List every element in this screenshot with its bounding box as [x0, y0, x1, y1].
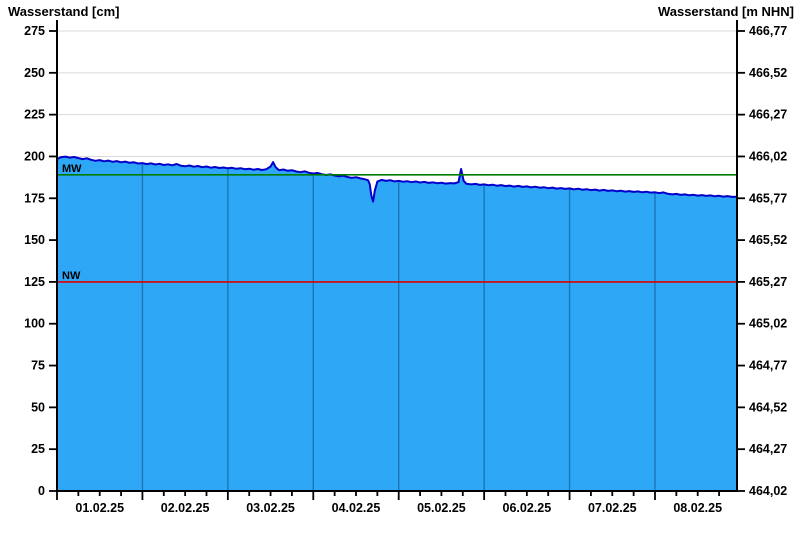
right-tick-label: 464,02 [749, 484, 787, 498]
left-tick-label: 175 [24, 191, 45, 205]
right-tick-label: 465,77 [749, 191, 787, 205]
date-label: 07.02.25 [588, 501, 637, 515]
vertical-gridlines [141, 156, 656, 491]
date-label: 01.02.25 [75, 501, 124, 515]
right-tick-label: 466,77 [749, 24, 787, 38]
left-tick-label: 75 [31, 359, 45, 373]
right-tick-label: 464,77 [749, 359, 787, 373]
date-label: 02.02.25 [161, 501, 210, 515]
left-tick-label: 0 [38, 484, 45, 498]
left-tick-label: 25 [31, 442, 45, 456]
left-axis-title: Wasserstand [cm] [8, 4, 120, 19]
left-tick-label: 125 [24, 275, 45, 289]
left-tick-label: 100 [24, 317, 45, 331]
right-tick-label: 464,52 [749, 400, 787, 414]
right-axis-title: Wasserstand [m NHN] [657, 4, 794, 19]
right-tick-label: 466,52 [749, 66, 787, 80]
left-tick-label: 50 [31, 400, 45, 414]
right-tick-label: 465,27 [749, 275, 787, 289]
right-tick-label: 464,27 [749, 442, 787, 456]
date-label: 05.02.25 [417, 501, 466, 515]
left-tick-label: 250 [24, 66, 45, 80]
right-tick-label: 466,02 [749, 149, 787, 163]
left-tick-label: 200 [24, 149, 45, 163]
date-label: 06.02.25 [503, 501, 552, 515]
date-label: 03.02.25 [246, 501, 295, 515]
nw-label: NW [62, 270, 81, 282]
date-label: 04.02.25 [332, 501, 381, 515]
right-tick-label: 465,02 [749, 317, 787, 331]
right-tick-label: 465,52 [749, 233, 787, 247]
left-tick-label: 225 [24, 108, 45, 122]
water-level-line [56, 155, 738, 203]
mw-label: MW [62, 163, 82, 175]
water-level-area [57, 156, 737, 491]
left-tick-label: 150 [24, 233, 45, 247]
right-tick-label: 466,27 [749, 108, 787, 122]
date-label: 08.02.25 [673, 501, 722, 515]
left-tick-label: 275 [24, 24, 45, 38]
